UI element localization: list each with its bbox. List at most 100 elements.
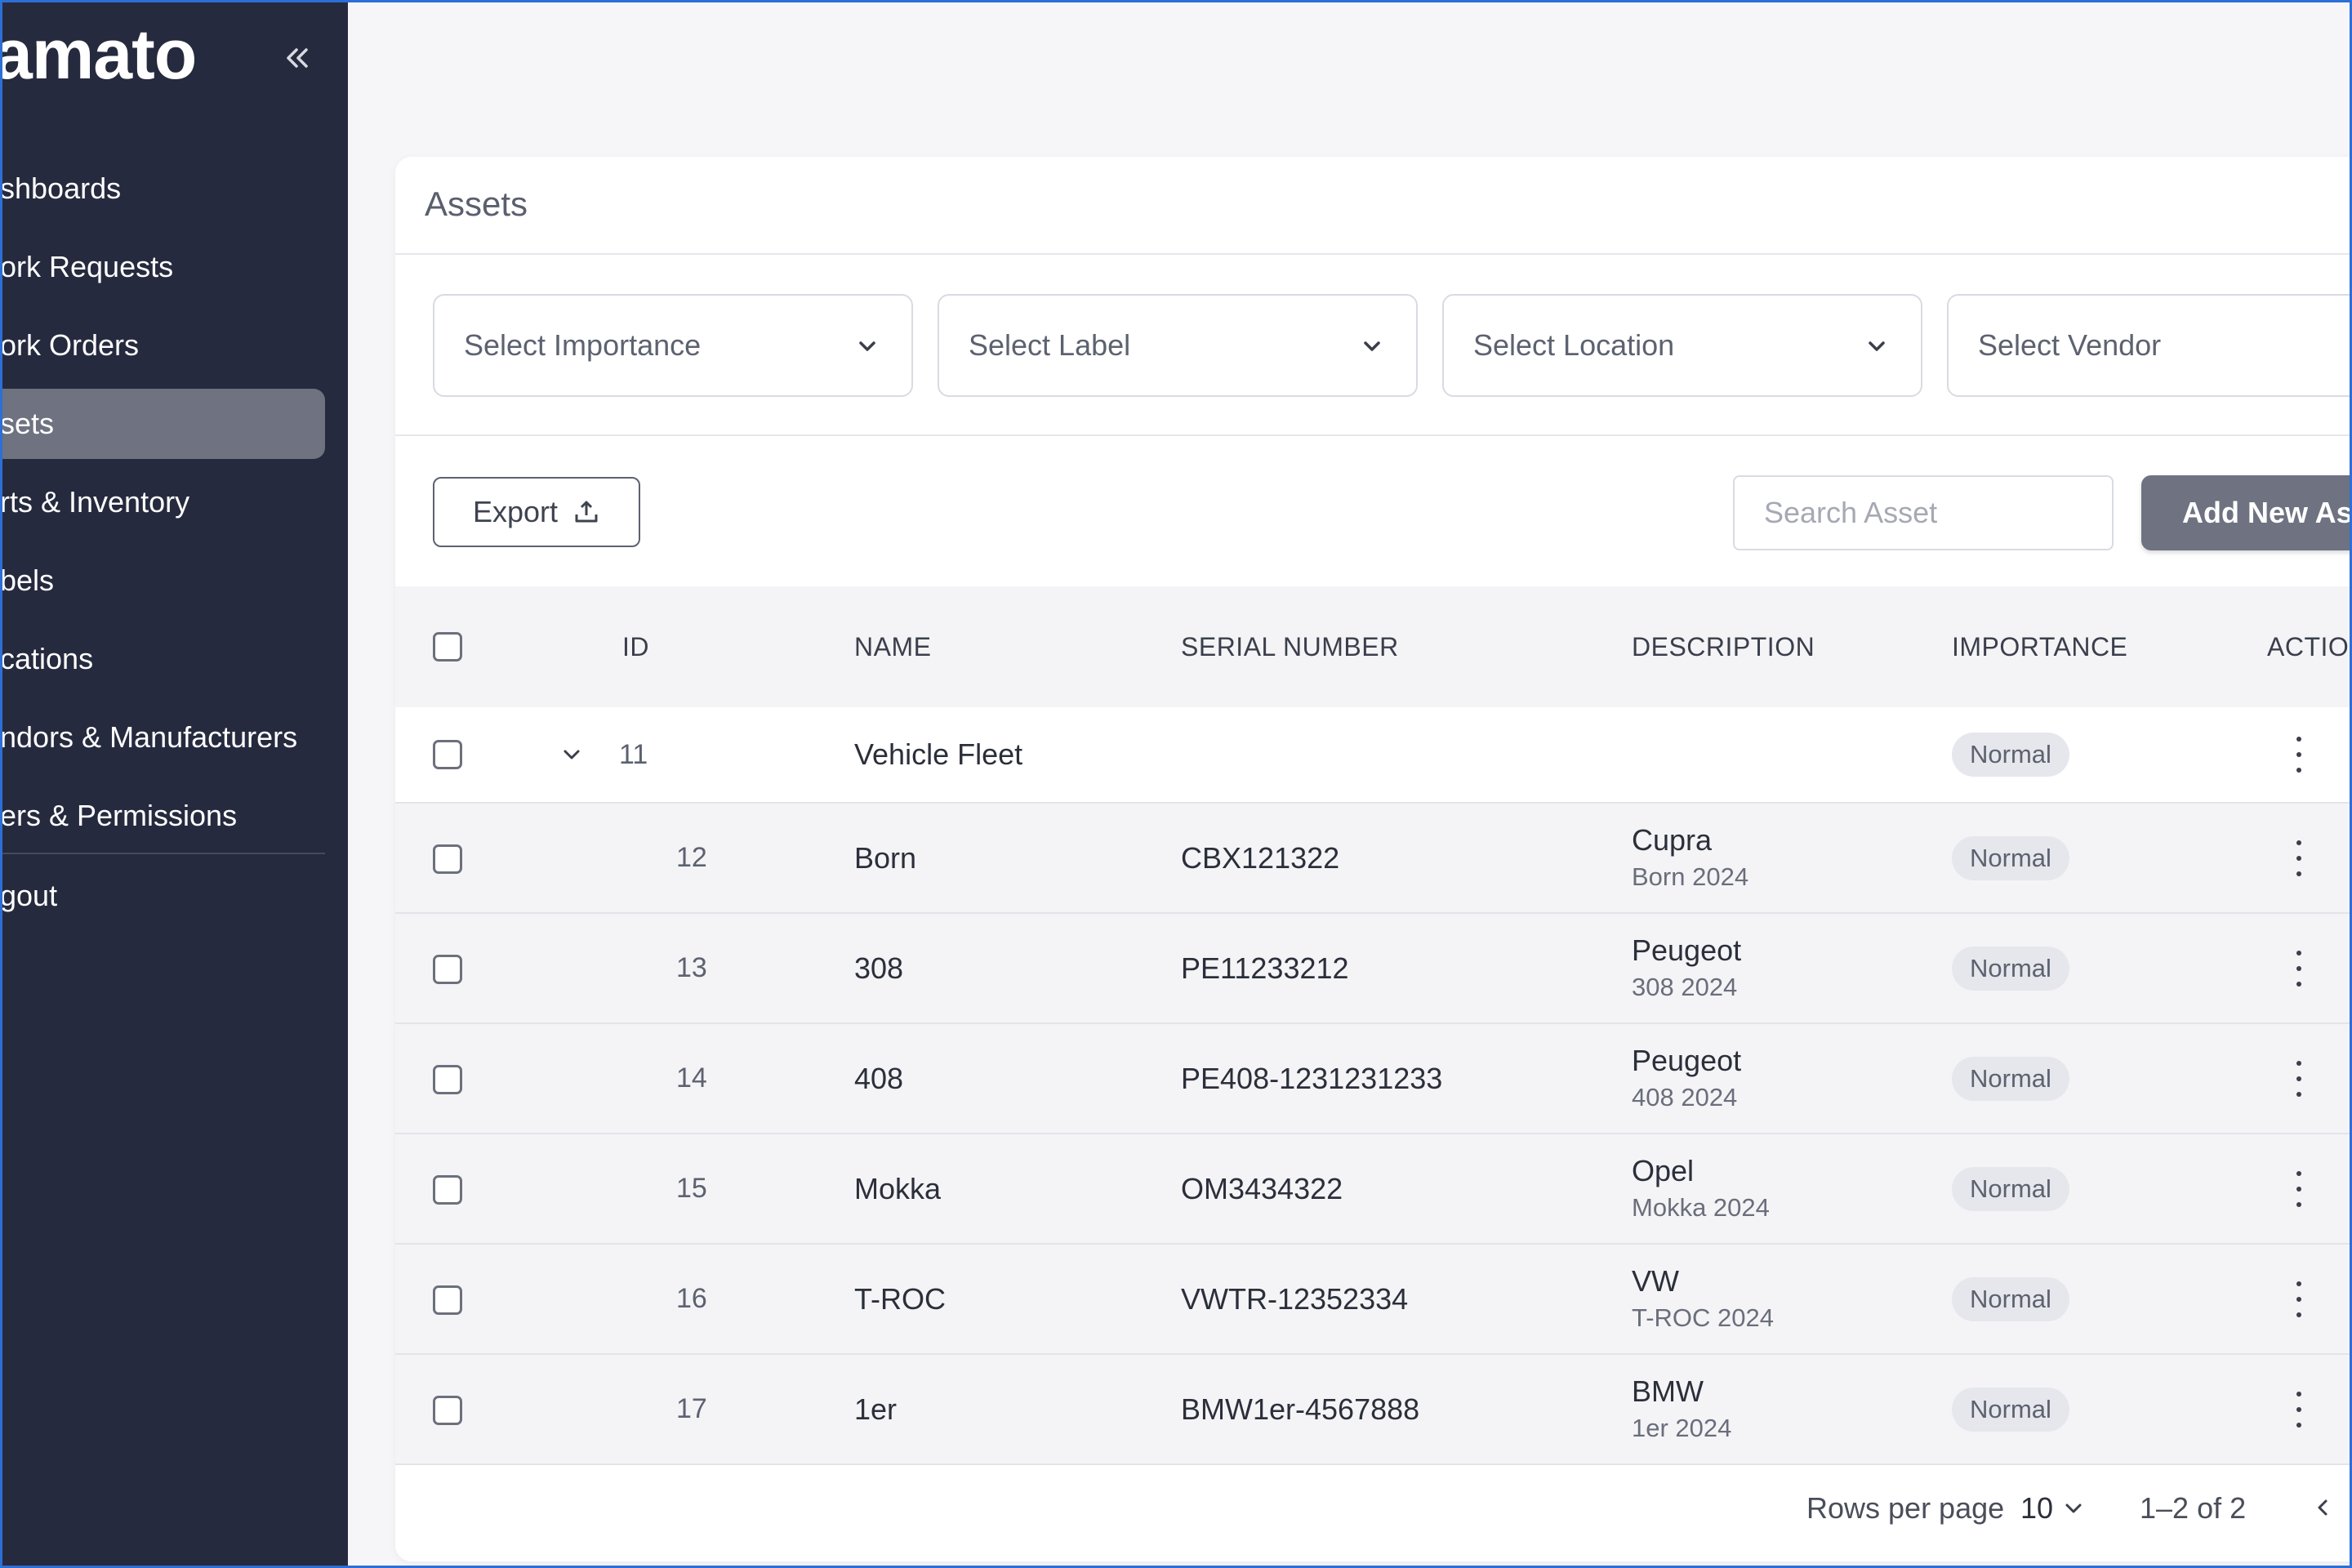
importance-badge: Normal [1952, 835, 2069, 880]
row-name[interactable]: Vehicle Fleet [854, 737, 1023, 771]
vendor-filter-select[interactable]: Select Vendor [1947, 294, 2352, 397]
row-id: 15 [676, 1173, 707, 1204]
sidebar-item-work-orders[interactable]: ork Orders [0, 310, 325, 381]
row-actions-menu-icon[interactable] [2287, 737, 2311, 773]
column-header-id[interactable]: ID [622, 631, 649, 662]
upload-icon [575, 501, 598, 523]
sidebar-item-logout[interactable]: gout [0, 861, 325, 931]
chevron-down-icon [2065, 1503, 2082, 1513]
importance-badge: Normal [1952, 1166, 2069, 1211]
importance-badge: Normal [1952, 733, 2069, 777]
sidebar-item-users-permissions[interactable]: ers & Permissions [0, 781, 325, 851]
row-name[interactable]: Born [854, 840, 917, 875]
table-row[interactable]: 12 Born CBX121322 Cupra Born 2024 Normal [395, 804, 2352, 914]
importance-badge: Normal [1952, 1056, 2069, 1101]
row-serial: BMW1er-4567888 [1181, 1392, 1420, 1426]
sidebar-item-labels[interactable]: bels [0, 546, 325, 616]
row-name[interactable]: 1er [854, 1392, 898, 1426]
sidebar-item-dashboards[interactable]: shboards [0, 154, 325, 224]
row-description-title: Cupra [1632, 822, 1713, 857]
row-name[interactable]: 408 [854, 1061, 904, 1095]
row-serial: OM3434322 [1181, 1171, 1343, 1205]
sidebar-item-work-requests[interactable]: ork Requests [0, 232, 325, 302]
row-serial: VWTR-12352334 [1181, 1281, 1409, 1316]
table-row[interactable]: 13 308 PE11233212 Peugeot 308 2024 Norma… [395, 914, 2352, 1024]
row-description-subtitle: 408 2024 [1632, 1082, 1738, 1111]
column-header-serial-number[interactable]: SERIAL NUMBER [1181, 631, 1399, 662]
label-filter-select[interactable]: Select Label [938, 294, 1418, 397]
importance-badge: Normal [1952, 1387, 2069, 1432]
title-divider [395, 253, 2352, 255]
row-name[interactable]: 308 [854, 951, 904, 985]
sidebar-item-label: ers & Permissions [0, 799, 238, 832]
table-header: ID NAME SERIAL NUMBER DESCRIPTION IMPORT… [395, 586, 2352, 707]
row-checkbox[interactable] [433, 740, 462, 769]
add-new-asset-button[interactable]: Add New Asset [2141, 475, 2352, 550]
rows-per-page-select[interactable]: 10 [2020, 1491, 2084, 1526]
row-id: 17 [676, 1393, 707, 1424]
importance-badge: Normal [1952, 946, 2069, 991]
location-filter-select[interactable]: Select Location [1442, 294, 1922, 397]
row-description-title: VW [1632, 1263, 1679, 1298]
row-checkbox[interactable] [433, 1065, 462, 1094]
chevron-down-icon [1364, 341, 1380, 351]
previous-page-button[interactable] [2306, 1491, 2339, 1524]
row-description: BMW 1er 2024 [1632, 1355, 1731, 1463]
row-name[interactable]: T-ROC [854, 1281, 946, 1316]
row-id: 11 [619, 738, 648, 770]
double-chevron-left-icon [287, 48, 308, 68]
row-actions-menu-icon[interactable] [2287, 1170, 2311, 1207]
chevron-down-icon [564, 750, 580, 760]
sidebar-item-parts-inventory[interactable]: rts & Inventory [0, 467, 325, 537]
row-actions-menu-icon[interactable] [2287, 840, 2311, 876]
row-description-subtitle: 1er 2024 [1632, 1413, 1732, 1442]
row-description-subtitle: T-ROC 2024 [1632, 1303, 1775, 1332]
collapse-sidebar-button[interactable] [276, 38, 317, 78]
chevron-down-icon [859, 341, 875, 351]
pagination-range: 1–2 of 2 [2140, 1491, 2247, 1525]
row-id: 12 [676, 842, 707, 873]
table-row[interactable]: 16 T-ROC VWTR-12352334 VW T-ROC 2024 Nor… [395, 1245, 2352, 1355]
table-row[interactable]: 15 Mokka OM3434322 Opel Mokka 2024 Norma… [395, 1134, 2352, 1245]
table-row[interactable]: 17 1er BMW1er-4567888 BMW 1er 2024 Norma… [395, 1355, 2352, 1465]
row-checkbox[interactable] [433, 1175, 462, 1205]
column-header-description[interactable]: DESCRIPTION [1632, 631, 1815, 662]
row-name[interactable]: Mokka [854, 1171, 942, 1205]
row-actions-menu-icon[interactable] [2287, 1281, 2311, 1317]
row-serial: PE11233212 [1181, 951, 1349, 985]
select-all-checkbox[interactable] [433, 632, 462, 662]
row-serial: PE408-1231231233 [1181, 1061, 1443, 1095]
sidebar-item-label: sets [0, 407, 55, 440]
export-button-label: Export [472, 495, 559, 528]
row-actions-menu-icon[interactable] [2287, 950, 2311, 987]
expand-row-button[interactable] [559, 742, 585, 768]
importance-filter-select[interactable]: Select Importance [433, 294, 913, 397]
sidebar-item-label: ork Orders [0, 328, 140, 362]
sidebar-item-vendors-manufacturers[interactable]: ndors & Manufacturers [0, 702, 325, 773]
filters-divider [395, 434, 2352, 436]
brand-logo-text: amato [0, 16, 197, 94]
sidebar-item-assets[interactable]: sets [0, 389, 325, 459]
row-id: 16 [676, 1283, 707, 1314]
table-row[interactable]: 14 408 PE408-1231231233 Peugeot 408 2024… [395, 1024, 2352, 1134]
row-checkbox[interactable] [433, 1396, 462, 1425]
row-description: VW T-ROC 2024 [1632, 1245, 1774, 1353]
row-description-title: BMW [1632, 1374, 1704, 1408]
sidebar-item-label: bels [0, 564, 55, 597]
rows-per-page-label: Rows per page [1806, 1491, 2005, 1525]
column-header-name[interactable]: NAME [854, 631, 932, 662]
column-header-importance[interactable]: IMPORTANCE [1952, 631, 2128, 662]
search-asset-input[interactable] [1733, 475, 2114, 550]
page-title: Assets [425, 185, 528, 223]
row-checkbox[interactable] [433, 1285, 462, 1315]
table-row-parent[interactable]: 11 Vehicle Fleet Normal [395, 707, 2352, 804]
row-checkbox[interactable] [433, 844, 462, 874]
label-filter-placeholder: Select Label [969, 328, 1131, 362]
sidebar-item-locations[interactable]: cations [0, 624, 325, 694]
row-actions-menu-icon[interactable] [2287, 1391, 2311, 1428]
row-actions-menu-icon[interactable] [2287, 1060, 2311, 1097]
sidebar-item-label: cations [0, 642, 94, 675]
row-description-title: Peugeot [1632, 933, 1742, 967]
export-button[interactable]: Export [433, 477, 640, 547]
row-checkbox[interactable] [433, 955, 462, 984]
